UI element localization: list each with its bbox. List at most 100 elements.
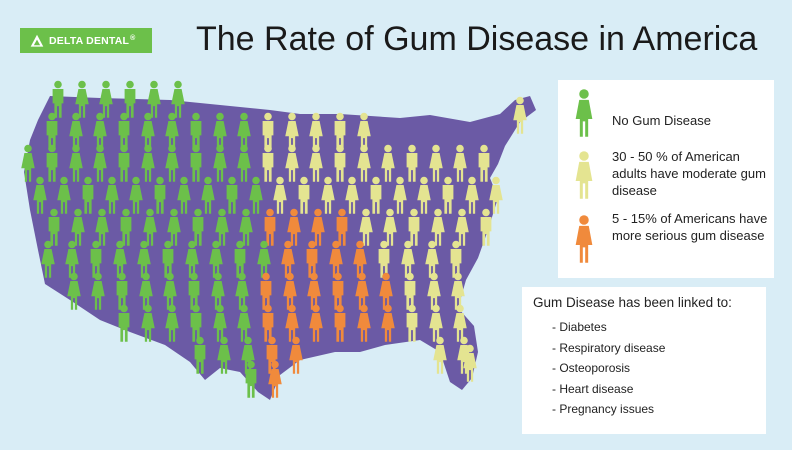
male-figure-icon [46, 144, 58, 182]
male-figure-icon [260, 272, 272, 310]
male-figure-icon [90, 240, 102, 278]
female-figure-icon [381, 144, 395, 182]
male-figure-icon [404, 272, 416, 310]
female-figure-icon [163, 272, 177, 310]
male-figure-icon [120, 208, 132, 246]
male-figure-icon [478, 144, 490, 182]
female-figure-icon [93, 112, 107, 150]
female-figure-icon [237, 304, 251, 342]
female-figure-icon [129, 176, 143, 214]
female-figure-icon [309, 144, 323, 182]
male-figure-icon [226, 176, 238, 214]
male-figure-icon [194, 336, 206, 374]
female-figure-icon [355, 272, 369, 310]
list-item: - Pregnancy issues [552, 402, 655, 416]
legend-text: 5 - 15% of Americans have more serious g… [612, 211, 768, 243]
linked-title: Gum Disease has been linked to: [533, 295, 732, 310]
female-figure-icon [463, 344, 477, 382]
male-figure-icon [154, 176, 166, 214]
logo-trademark: ® [130, 34, 136, 42]
female-figure-icon [453, 304, 467, 342]
female-figure-icon [307, 272, 321, 310]
legend-text: No Gum Disease [612, 113, 711, 128]
male-figure-icon [190, 112, 202, 150]
female-figure-icon [165, 304, 179, 342]
male-figure-icon [48, 208, 60, 246]
female-figure-icon [137, 240, 151, 278]
female-figure-icon [165, 112, 179, 150]
female-figure-icon [285, 144, 299, 182]
male-figure-icon [264, 208, 276, 246]
male-figure-icon [378, 240, 390, 278]
legend-item-moderate: 30 - 50 % of American adults have modera… [558, 146, 774, 206]
male-figure-icon [298, 176, 310, 214]
female-figure-icon [431, 208, 445, 246]
female-figure-icon [99, 80, 113, 118]
female-figure-icon [433, 336, 447, 374]
male-figure-icon [118, 112, 130, 150]
female-figure-icon [451, 272, 465, 310]
legend-item-no-gum-disease: No Gum Disease [558, 82, 774, 142]
female-figure-icon [379, 272, 393, 310]
male-figure-icon [124, 80, 136, 118]
male-figure-icon [188, 272, 200, 310]
female-figure-icon [33, 176, 47, 214]
male-figure-icon [118, 304, 130, 342]
male-figure-icon [234, 240, 246, 278]
people-figures [21, 80, 527, 398]
female-figure-icon [465, 176, 479, 214]
female-figure-icon [141, 304, 155, 342]
female-figure-icon [147, 80, 161, 118]
list-item: - Respiratory disease [552, 340, 666, 355]
female-figure-icon [239, 208, 253, 246]
female-figure-icon [287, 208, 301, 246]
female-figure-icon [69, 112, 83, 150]
male-figure-icon [162, 240, 174, 278]
legend-text: 30 - 50 % of American adults have modera… [612, 149, 766, 198]
female-figure-icon [41, 240, 55, 278]
female-figure-icon [241, 336, 255, 374]
female-figure-icon [281, 240, 295, 278]
male-figure-icon [262, 144, 274, 182]
female-figure-icon [91, 272, 105, 310]
male-figure-icon [306, 240, 318, 278]
female-figure-icon [95, 208, 109, 246]
female-figure-icon [213, 144, 227, 182]
female-figure-icon [429, 144, 443, 182]
male-figure-icon [52, 80, 64, 118]
female-figure-icon [21, 144, 35, 182]
female-figure-icon [268, 360, 282, 398]
linked-list: - Diabetes - Respiratory disease - Osteo… [533, 317, 766, 420]
male-figure-icon [450, 240, 462, 278]
female-figure-icon [143, 208, 157, 246]
female-figure-icon [105, 176, 119, 214]
female-figure-icon [285, 112, 299, 150]
female-figure-icon [139, 272, 153, 310]
female-figure-icon [455, 208, 469, 246]
male-figure-icon [46, 112, 58, 150]
female-figure-icon [345, 176, 359, 214]
male-figure-icon [332, 272, 344, 310]
female-figure-icon [289, 336, 303, 374]
female-figure-icon [93, 144, 107, 182]
female-figure-icon [453, 144, 467, 182]
female-figure-icon [575, 215, 593, 263]
female-figure-icon [217, 336, 231, 374]
male-figure-icon [245, 360, 257, 398]
female-figure-icon [57, 176, 71, 214]
female-figure-icon [165, 144, 179, 182]
female-figure-icon [393, 176, 407, 214]
female-figure-icon [67, 272, 81, 310]
female-figure-icon [273, 176, 287, 214]
legend-panel: No Gum Disease 30 - 50 % of American adu… [558, 80, 774, 278]
male-figure-icon [192, 208, 204, 246]
female-figure-icon [213, 112, 227, 150]
female-figure-icon [257, 240, 271, 278]
male-figure-icon [336, 208, 348, 246]
female-figure-icon [65, 240, 79, 278]
female-figure-icon [141, 112, 155, 150]
female-figure-icon [215, 208, 229, 246]
female-figure-icon [353, 240, 367, 278]
female-figure-icon [381, 304, 395, 342]
list-item: - Diabetes [552, 320, 607, 334]
